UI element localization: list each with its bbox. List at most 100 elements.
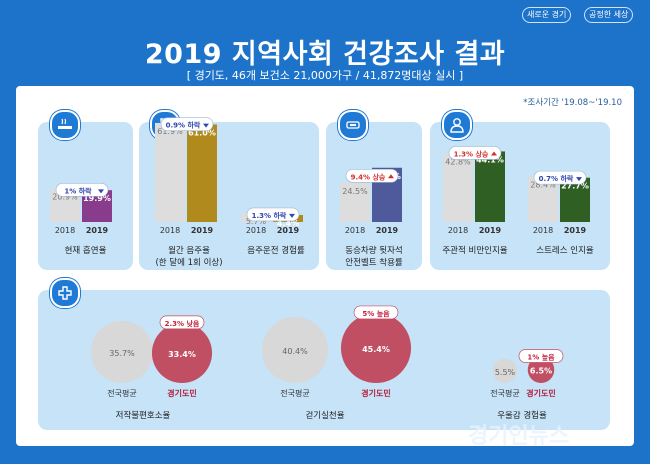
badge-text-obesity: 1.3% 상승 [454,149,489,158]
bubble-chewing-전국평균 [90,320,154,383]
value-label-seatbelt-2018: 24.5% [342,187,368,196]
badge-smoking [55,183,109,197]
caption-depression: 우울감 경험율 [467,410,577,422]
value-label-smoking-2018: 20.9% [52,193,78,202]
caption-obesity-line: 주관적 비만인지율 [442,246,508,256]
bar-drinking-2018 [155,122,185,222]
tick-label-smoking-2019: 2019 [86,226,109,235]
caption-walking: 걷기실천율 [270,410,380,422]
caption-drunk-driving-line: 음주운전 경험률 [247,246,305,256]
value-label-stress-2019: 27.7% [561,182,589,191]
bubble-chewing-경기도민 [151,322,213,383]
tag-fair-world: 공정한 세상 [584,7,634,23]
cigarette-icon [50,110,80,140]
value-label-smoking-2019: 19.9% [83,194,111,203]
caption-obesity: 주관적 비만인지율 [430,245,520,257]
arrow-down-icon-drunk-driving [289,213,295,218]
tick-label-drunk-driving-2019: 2019 [277,226,300,235]
bar-drinking-2019 [187,124,217,222]
caption-depression-line: 우울감 경험율 [497,411,547,421]
bubble-badge-chewing [159,315,205,330]
tick-label-obesity-2019: 2019 [479,226,502,235]
page-title: 2019 지역사회 건강조사 결과 [144,39,506,70]
bubble-depression-경기도민 [527,356,555,383]
caption-drinking-line2: (한 달에 1회 이상) [155,258,223,268]
value-label-drinking-2018: 61.9% [157,127,183,136]
survey-period: *조사기간 '19.08~'19.10 [523,98,622,108]
person-icon [442,110,472,140]
badge-drinking [160,117,214,131]
badge-drunk-driving [246,207,300,222]
bubble-depression-전국평균 [492,358,518,384]
caption-smoking: 현재 흡연율 [38,245,133,257]
bubble-label-depression-전국평균: 전국평균 [490,388,519,398]
caption-stress: 스트레스 인지율 [520,245,610,257]
bubble-value-depression-경기도민: 6.5% [530,367,552,376]
arrow-down-icon-drinking [203,123,209,128]
bubble-label-walking-전국평균: 전국평균 [280,388,309,398]
tick-label-seatbelt-2019: 2019 [376,226,399,235]
bubble-walking-전국평균 [261,316,329,383]
badge-seatbelt [345,168,399,183]
tick-label-drinking-2019: 2019 [191,226,214,235]
seatbelt-icon [338,110,368,140]
bubble-value-depression-전국평균: 5.5% [495,368,516,377]
arrow-down-icon-smoking [98,189,104,194]
tick-label-obesity-2018: 2018 [448,226,468,235]
caption-drinking-line1: 월간 음주율 [168,246,210,256]
bubble-badge-walking [353,305,399,320]
tick-label-stress-2018: 2018 [533,226,553,235]
caption-seatbelt-line1: 동승차량 뒷자석 [345,246,403,256]
bar-stress-2019 [560,177,590,222]
page-subtitle: [ 경기도, 46개 보건소 21,000가구 / 41,872명대상 실시 ] [186,69,464,82]
tick-label-smoking-2018: 2018 [55,226,75,235]
bubble-walking-경기도민 [340,312,412,383]
bar-obesity-2019 [475,151,505,222]
caption-stress-line: 스트레스 인지율 [536,246,594,256]
value-label-obesity-2018: 42.8% [445,158,471,167]
tick-label-seatbelt-2018: 2018 [345,226,365,235]
caption-drunk-driving: 음주운전 경험률 [236,245,316,257]
tick-label-drinking-2018: 2018 [160,226,180,235]
bubble-value-walking-경기도민: 45.4% [362,345,390,354]
bubble-label-walking-경기도민: 경기도민 [361,388,390,398]
arrow-down-icon-stress [576,177,582,182]
value-label-stress-2018: 28.4% [530,181,556,190]
tick-label-drunk-driving-2018: 2018 [246,226,266,235]
bar-obesity-2018 [443,153,473,222]
arrow-up-icon-obesity [491,151,497,156]
badge-text-drunk-driving: 1.3% 하락 [252,211,287,220]
bubble-value-walking-전국평균: 40.4% [282,347,308,356]
plus-icon [50,278,80,308]
caption-chewing-line: 저작불편호소율 [115,411,171,421]
bubble-badge-text-walking: 5% 높음 [362,309,390,318]
logo: 경기인뉴스 [468,424,570,449]
bubble-label-chewing-전국평균: 전국평균 [107,388,136,398]
badge-text-drinking: 0.9% 하락 [166,121,201,130]
arrow-up-icon-seatbelt [388,174,394,179]
bubble-value-chewing-경기도민: 33.4% [168,350,196,359]
caption-smoking-line: 현재 흡연율 [64,246,107,256]
badge-text-seatbelt: 9.4% 상승 [351,172,386,181]
bubble-badge-text-chewing: 2.3% 낮음 [165,319,200,328]
bubble-label-depression-경기도민: 경기도민 [526,388,555,398]
badge-obesity [448,146,502,160]
badge-text-smoking: 1% 하락 [64,186,92,195]
value-label-drinking-2019: 61.0% [188,128,216,137]
bubble-label-chewing-경기도민: 경기도민 [167,388,196,398]
caption-chewing: 저작불편호소율 [88,410,198,422]
badge-text-stress: 0.7% 하락 [539,174,574,183]
bubble-value-chewing-전국평균: 35.7% [109,349,135,358]
bar-seatbelt-2018 [340,182,370,222]
bubble-badge-text-depression: 1% 높음 [527,352,555,361]
bubble-badge-depression [518,349,564,363]
caption-drinking: 월간 음주율 (한 달에 1회 이상) [139,245,239,269]
caption-walking-line: 걷기실천율 [305,411,345,421]
value-label-drunk-driving-2018: 5.7% [246,217,267,226]
value-label-obesity-2019: 44.1% [476,155,504,164]
caption-seatbelt-line2: 안전벨트 착용률 [345,258,403,268]
badge-stress [533,170,587,185]
value-label-drunk-driving-2019: 4.4% [277,219,299,228]
tag-new-gyeonggi: 새로운 경기 [522,7,572,23]
